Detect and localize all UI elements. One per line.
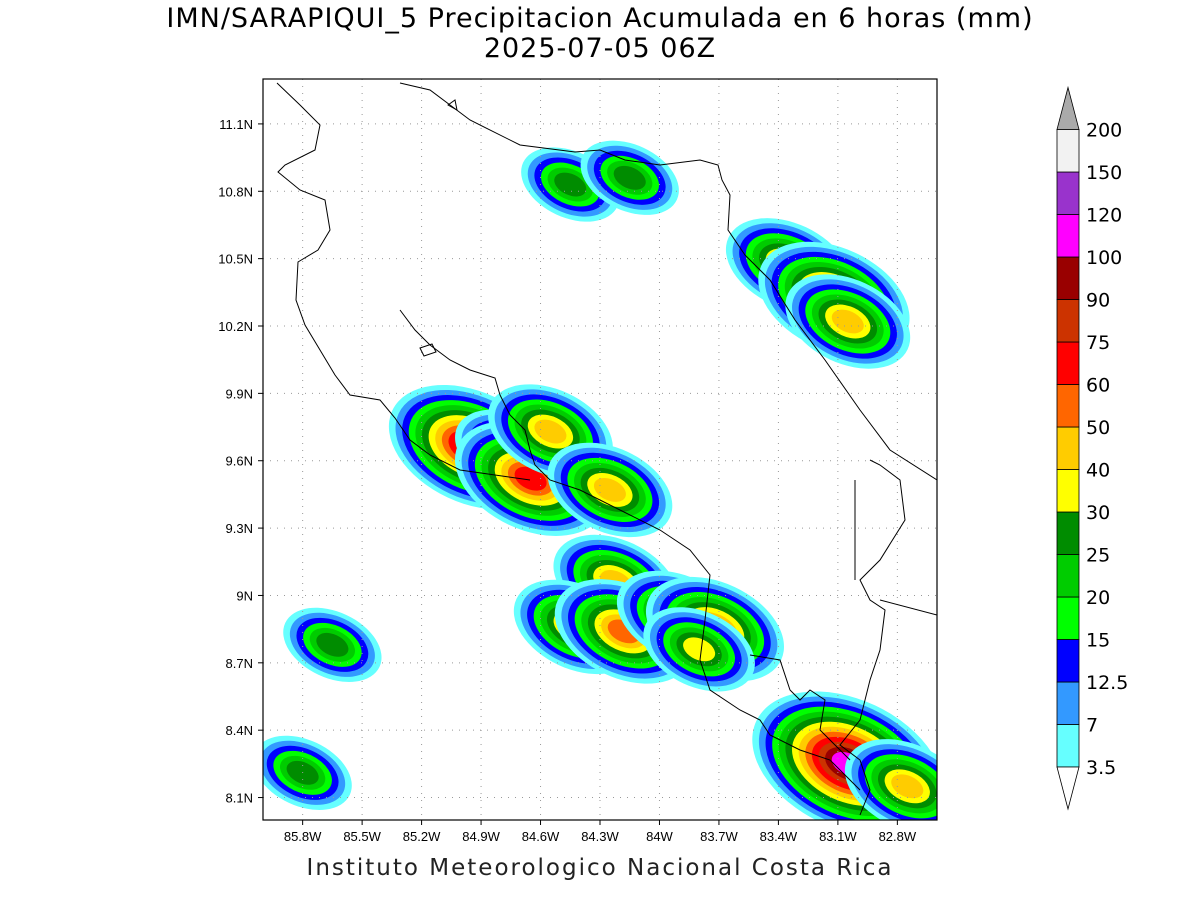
coastline-borders xyxy=(276,82,937,816)
coastline-bocas xyxy=(854,480,937,616)
lon-tick-label: 85.8W xyxy=(284,829,322,844)
longitude-ticks: 85.8W 85.5W 85.2W 84.9W 84.6W 84.3W 84W 83.7W 83… xyxy=(284,820,917,844)
rain-cell xyxy=(547,442,673,538)
colorbar-label: 7 xyxy=(1086,715,1098,737)
lon-tick-label: 84.3W xyxy=(581,829,619,844)
lat-tick-label: 8.1N xyxy=(226,791,253,806)
colorbar-label: 75 xyxy=(1086,332,1110,354)
island-small xyxy=(447,99,458,111)
rain-cell xyxy=(580,140,679,215)
rain-contour xyxy=(514,466,547,491)
lon-tick-label: 82.8W xyxy=(879,829,917,844)
lon-tick-label: 85.2W xyxy=(403,829,441,844)
colorbar-label: 20 xyxy=(1086,587,1110,609)
lat-tick-label: 9.9N xyxy=(226,386,253,401)
credit-text: Instituto Meteorologico Nacional Costa R… xyxy=(306,855,894,881)
rain-contour xyxy=(316,632,349,657)
colorbar-swatch xyxy=(1056,341,1080,385)
colorbar-swatch xyxy=(1056,384,1080,428)
precipitation-field xyxy=(263,140,937,820)
colorbar-swatch xyxy=(1056,511,1080,555)
colorbar-label: 40 xyxy=(1086,460,1110,482)
lat-tick-label: 9N xyxy=(236,588,253,603)
coastline-nicoya-gulf xyxy=(399,309,861,791)
lon-tick-label: 84.6W xyxy=(522,829,560,844)
colorbar-swatch xyxy=(1056,129,1080,173)
colorbar-label: 50 xyxy=(1086,417,1110,439)
map-title: IMN/SARAPIQUI_5 Precipitacion Acumulada … xyxy=(166,3,1034,34)
lon-tick-label: 83.4W xyxy=(760,829,798,844)
border-panama xyxy=(839,459,906,816)
colorbar-label: 150 xyxy=(1086,162,1122,184)
colorbar-high-arrow xyxy=(1056,85,1080,130)
lat-tick-label: 9.3N xyxy=(226,521,253,536)
colorbar-label: 15 xyxy=(1086,630,1110,652)
map-subtitle-datetime: 2025-07-05 06Z xyxy=(483,33,717,64)
colorbar-swatch xyxy=(1056,214,1080,258)
lon-tick-label: 85.5W xyxy=(343,829,381,844)
lon-tick-label: 84W xyxy=(646,829,673,844)
colorbar-low-arrow xyxy=(1056,766,1080,811)
colorbar-swatch xyxy=(1056,554,1080,598)
colorbar-swatch xyxy=(1056,724,1080,768)
island-chira xyxy=(419,343,437,357)
rain-contour xyxy=(534,419,567,444)
colorbar-label: 200 xyxy=(1086,120,1122,142)
colorbar-swatch xyxy=(1056,256,1080,300)
rain-cell xyxy=(844,739,937,820)
colorbar-swatch xyxy=(1056,469,1080,513)
coastline-caribbean-nicaragua xyxy=(399,82,937,481)
colorbar-label: 60 xyxy=(1086,375,1110,397)
colorbar-swatch xyxy=(1056,299,1080,343)
colorbar-swatch xyxy=(1056,596,1080,640)
colorbar-label: 90 xyxy=(1086,290,1110,312)
lat-tick-label: 11.1N xyxy=(219,117,253,132)
colorbar-label: 12.5 xyxy=(1086,672,1128,694)
rain-contour xyxy=(613,165,646,190)
rain-cell xyxy=(283,607,382,682)
rain-contour xyxy=(891,774,924,799)
colorbar-label: 100 xyxy=(1086,247,1122,269)
colorbar-swatch xyxy=(1056,426,1080,470)
rain-contour xyxy=(831,309,864,334)
coastline-osa-peninsula xyxy=(749,654,851,761)
lat-tick-label: 8.7N xyxy=(226,656,253,671)
lon-tick-label: 84.9W xyxy=(462,829,500,844)
lat-tick-label: 10.2N xyxy=(218,319,253,334)
rain-contour xyxy=(683,637,716,662)
colorbar-label: 30 xyxy=(1086,502,1110,524)
lat-lon-grid xyxy=(263,79,937,820)
colorbar-legend: 3.5 7 12.5 15 20 25 30 40 50 60 75 90 100 120 150 200 xyxy=(1056,85,1128,811)
colorbar-label: 120 xyxy=(1086,205,1122,227)
rain-contour xyxy=(554,172,587,197)
rain-contour xyxy=(593,477,626,502)
coastline-pacific-guanacaste xyxy=(276,82,531,481)
colorbar-label: 3.5 xyxy=(1086,757,1116,779)
lat-tick-label: 10.8N xyxy=(218,184,253,199)
colorbar-label: 25 xyxy=(1086,545,1110,567)
lat-tick-label: 10.5N xyxy=(218,252,253,267)
lon-tick-label: 83.1W xyxy=(819,829,857,844)
colorbar-swatch xyxy=(1056,681,1080,725)
rain-cell xyxy=(643,607,755,692)
lat-tick-label: 8.4N xyxy=(226,723,253,738)
colorbar-swatch xyxy=(1056,639,1080,683)
colorbar-swatch xyxy=(1056,171,1080,215)
lon-tick-label: 83.7W xyxy=(700,829,738,844)
lat-tick-label: 9.6N xyxy=(226,454,253,469)
rain-cell xyxy=(785,274,911,369)
latitude-ticks: 8.1N 8.4N 8.7N 9N 9.3N 9.6N 9.9N 10.2N 10.5N 10.8… xyxy=(218,117,263,806)
